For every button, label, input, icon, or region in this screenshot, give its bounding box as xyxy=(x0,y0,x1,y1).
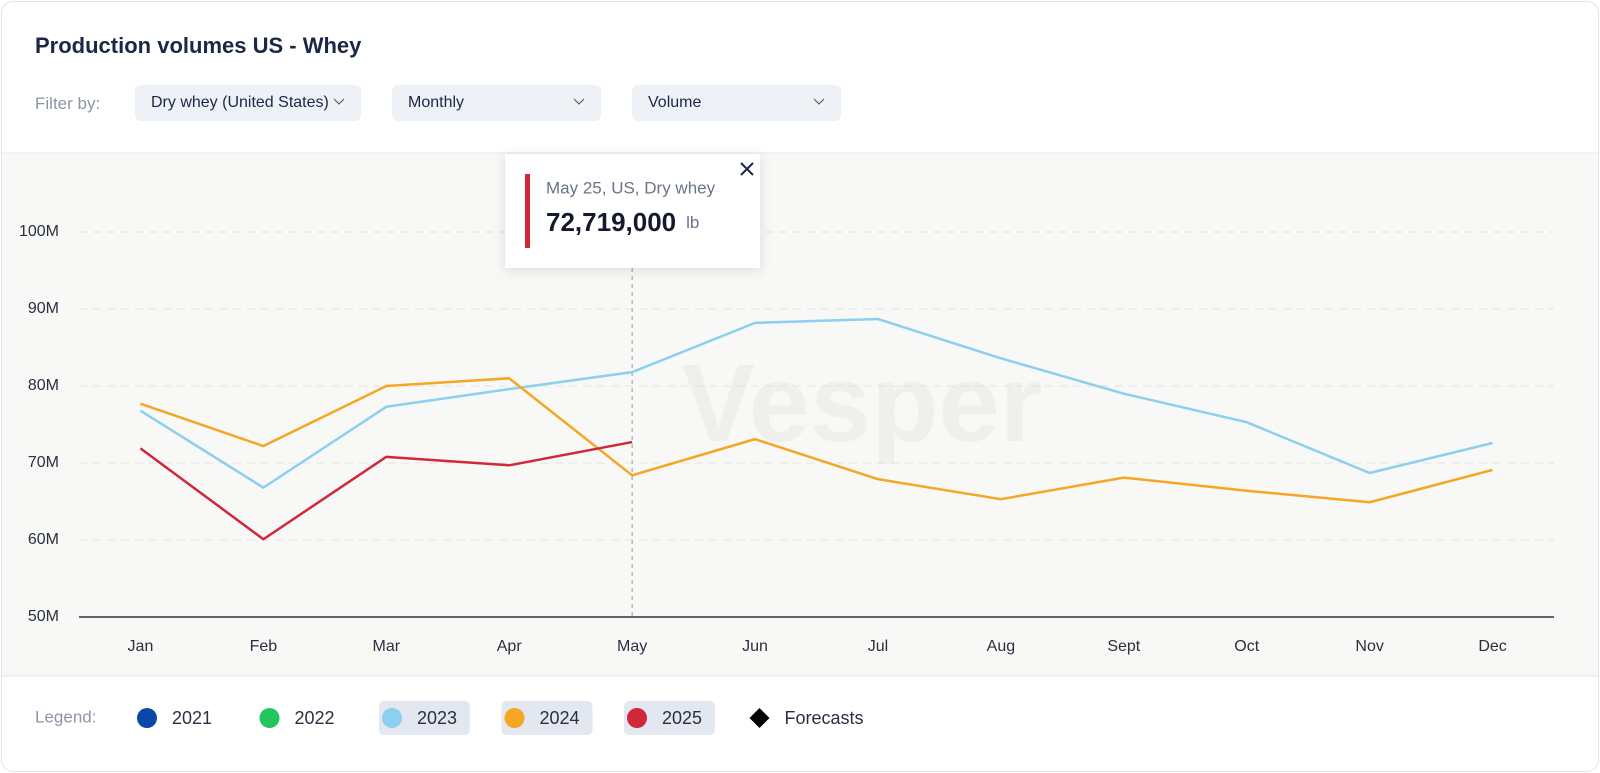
legend-highlight xyxy=(379,701,470,735)
x-tick-label: Feb xyxy=(250,638,278,655)
legend-text: 2025 xyxy=(662,708,702,728)
y-tick-label: 50M xyxy=(28,608,59,625)
y-tick-label: 90M xyxy=(28,300,59,317)
y-tick-label: 70M xyxy=(28,454,59,471)
dropdown[interactable]: Dry whey (United States) xyxy=(135,85,361,121)
x-tick-label: Aug xyxy=(987,638,1015,655)
legend-highlight xyxy=(501,701,593,735)
legend-text: Forecasts xyxy=(785,708,864,728)
x-tick-label: Dec xyxy=(1478,638,1506,655)
series-line xyxy=(140,377,1493,504)
legend-highlight xyxy=(624,701,715,735)
x-tick-label: Oct xyxy=(1234,638,1259,655)
tooltip-number: 72,719,000 xyxy=(546,207,676,237)
plot-area xyxy=(2,154,1598,676)
tooltip-value: 72,719,000 lb xyxy=(546,207,699,237)
chevron xyxy=(573,98,585,105)
legend-text: 2022 xyxy=(295,708,335,728)
y-tick-label: 60M xyxy=(28,531,59,548)
x-tick-label: Nov xyxy=(1355,638,1383,655)
legend-item[interactable]: 2021 xyxy=(137,708,212,728)
legend-swatch xyxy=(504,708,525,728)
legend-item[interactable]: 2024 xyxy=(501,701,593,735)
dropdown[interactable]: Volume xyxy=(632,85,841,121)
legend-item[interactable]: 2025 xyxy=(624,701,715,735)
tooltip-unit: lb xyxy=(686,213,699,232)
legend-swatch xyxy=(259,708,280,728)
title: Production volumes US - Whey xyxy=(35,33,362,58)
legend-item[interactable]: Forecasts xyxy=(749,708,864,728)
x-tick-label: Jan xyxy=(128,638,154,655)
legend-text: 2023 xyxy=(417,708,457,728)
x-tick-label: Jun xyxy=(742,638,768,655)
legend-item[interactable]: 2022 xyxy=(259,708,335,728)
chevron xyxy=(813,98,825,105)
legend-swatch xyxy=(627,708,647,728)
dropdown-text: Monthly xyxy=(408,94,465,111)
dropdown-text: Dry whey (United States) xyxy=(151,94,329,111)
chevron xyxy=(333,98,345,105)
close-icon xyxy=(740,162,754,176)
legend-swatch xyxy=(382,708,402,728)
tooltip-box xyxy=(505,154,760,268)
y-tick-label: 80M xyxy=(28,377,59,394)
tooltip-accent xyxy=(525,174,530,248)
filter-label: Filter by: xyxy=(35,94,101,113)
tooltip: May 25, US, Dry whey 72,719,000 lb xyxy=(505,154,760,268)
dropdown-text: Volume xyxy=(648,94,702,111)
dropdown[interactable]: Monthly xyxy=(392,85,601,121)
legend-text: 2024 xyxy=(540,708,580,728)
series-line xyxy=(139,317,1493,489)
x-tick-label: Apr xyxy=(497,638,523,655)
close-button[interactable] xyxy=(740,162,754,176)
legend-diamond xyxy=(749,708,770,728)
x-tick-label: Mar xyxy=(373,638,401,655)
tooltip-label: May 25, US, Dry whey xyxy=(546,178,716,197)
x-tick-label: May xyxy=(617,638,647,655)
series-line xyxy=(139,440,633,541)
x-tick-label: Jul xyxy=(868,638,888,655)
y-tick-label: 100M xyxy=(19,223,59,240)
x-tick-label: Sept xyxy=(1107,638,1140,655)
legend-text: 2021 xyxy=(172,708,212,728)
legend-label: Legend: xyxy=(35,707,96,726)
watermark: Vesper xyxy=(682,342,1043,465)
legend-swatch xyxy=(137,708,157,728)
legend-item[interactable]: 2023 xyxy=(379,701,470,735)
